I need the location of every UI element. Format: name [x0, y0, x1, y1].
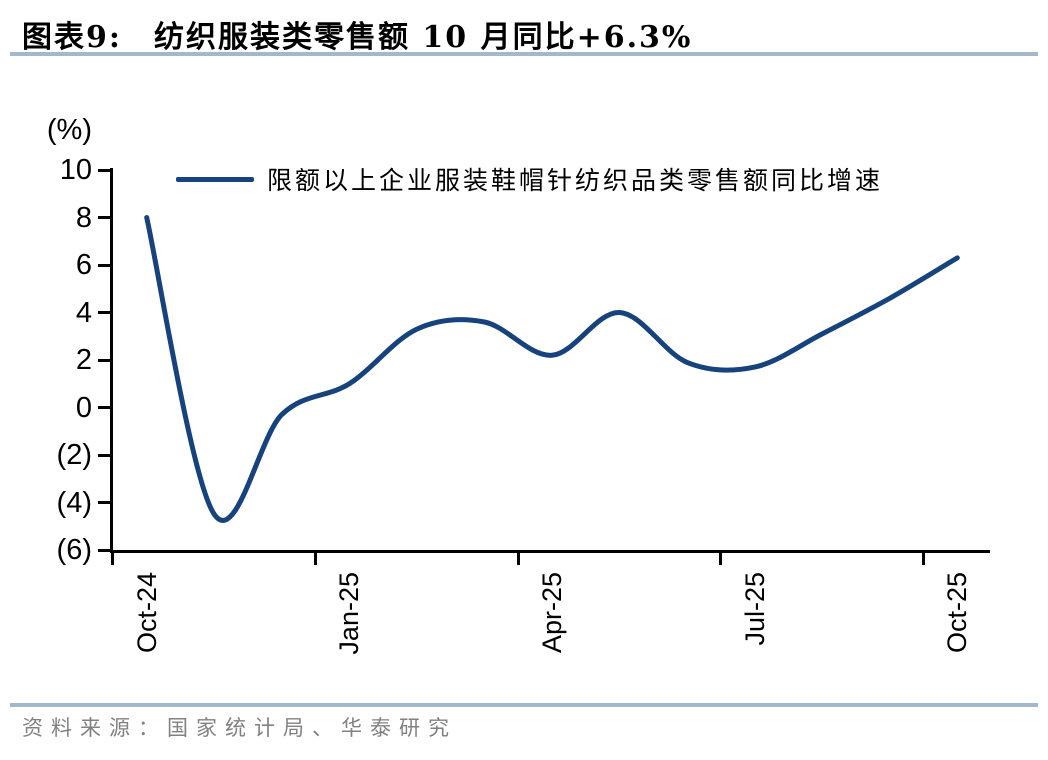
footer-divider: [10, 703, 1038, 707]
y-tick-label: (2): [56, 439, 92, 471]
y-tick: [98, 168, 110, 172]
x-tick: [922, 553, 925, 565]
legend-line-marker: [176, 176, 254, 182]
y-tick-label: (6): [56, 534, 92, 566]
x-tick: [111, 553, 115, 565]
x-tick: [314, 553, 318, 565]
title-text: 纺织服装类零售额 10 月同比+6.3%: [153, 20, 693, 55]
y-tick-label: 6: [75, 249, 92, 281]
title-prefix: 图表9:: [22, 20, 122, 55]
y-axis-line: [110, 168, 113, 553]
y-tick-label: 8: [75, 201, 92, 234]
series-line: [144, 215, 960, 523]
y-axis-unit-label: (%): [46, 114, 92, 146]
legend: 限额以上企业服装鞋帽针纺织品类零售额同比增速: [176, 162, 883, 196]
y-tick: [98, 501, 110, 504]
x-axis-line: [110, 550, 990, 553]
y-tick-label: (4): [56, 486, 92, 519]
y-tick: [98, 358, 110, 362]
y-tick-label: 4: [75, 296, 92, 329]
y-tick: [98, 406, 110, 409]
y-tick: [98, 548, 110, 552]
y-tick-label: 0: [75, 391, 92, 424]
y-tick: [98, 216, 110, 219]
y-tick-label: 10: [59, 154, 92, 186]
x-tick: [719, 553, 723, 565]
y-tick: [98, 453, 110, 457]
source-text: 资料来源：国家统计局、华泰研究: [22, 716, 457, 740]
title-divider: [10, 52, 1038, 56]
y-tick-label: 2: [75, 344, 92, 376]
x-tick: [516, 553, 520, 565]
legend-label: 限额以上企业服装鞋帽针纺织品类零售额同比增速: [267, 166, 884, 195]
y-tick: [98, 311, 110, 314]
y-tick: [98, 263, 110, 267]
page-title: 图表9: 纺织服装类零售额 10 月同比+6.3%: [22, 12, 692, 56]
